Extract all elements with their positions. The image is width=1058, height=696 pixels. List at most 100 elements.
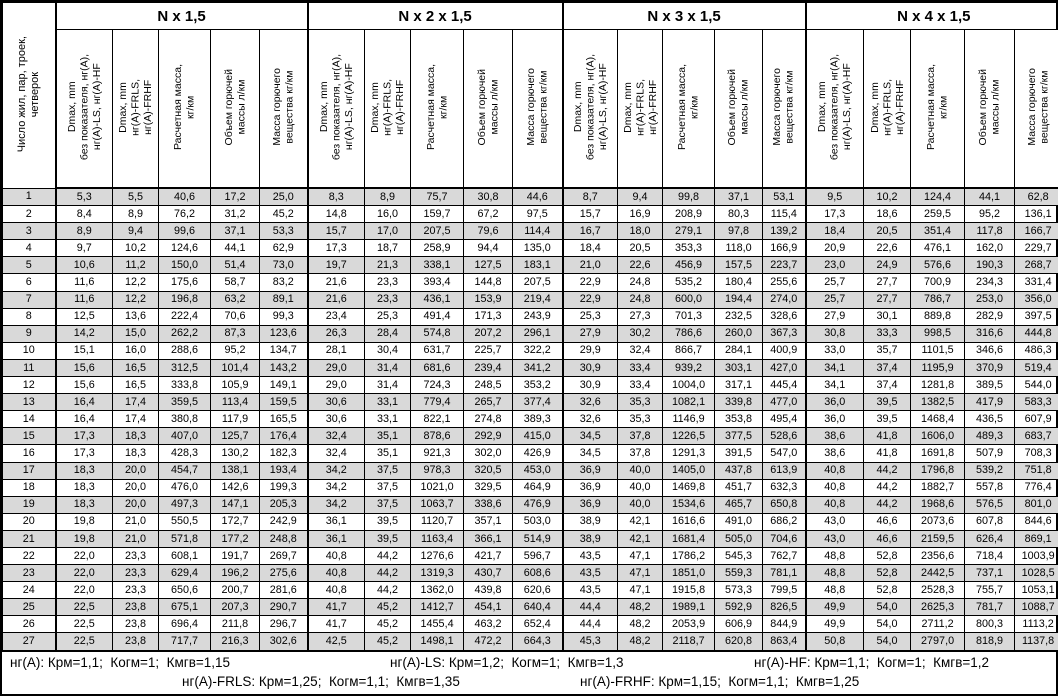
row-number: 24 <box>2 581 56 600</box>
cell: 32,6 <box>561 410 619 429</box>
cell: 27,7 <box>863 273 912 292</box>
cell: 27,9 <box>804 307 865 326</box>
cell: 284,1 <box>714 341 764 360</box>
cell: 255,6 <box>762 273 807 292</box>
cell: 40,8 <box>306 564 366 583</box>
cell: 545,3 <box>714 546 764 566</box>
cell: 35,3 <box>617 410 664 429</box>
cell: 550,5 <box>158 512 211 531</box>
cell: 1088,7 <box>1014 598 1058 617</box>
cell: 25,7 <box>804 290 865 309</box>
cell: 37,5 <box>364 495 412 514</box>
column-header-combustible-volume: Объем горючей массы л/км <box>463 29 514 189</box>
cell: 29,0 <box>306 358 366 378</box>
cell: 2053,9 <box>662 615 716 634</box>
cell: 316,6 <box>964 324 1016 343</box>
cell: 866,7 <box>662 341 716 360</box>
column-header-dmax-fr: Dmax, mm нг(А)-FRLS, нг(А)-FRHF <box>112 29 159 189</box>
cell: 117,8 <box>964 222 1016 241</box>
row-axis-label: Число жил, пар, троек, четверок <box>15 35 41 152</box>
cell: 33,4 <box>617 358 664 378</box>
row-number: 10 <box>2 341 56 360</box>
group-header-nx3x1-5: N x 3 x 1,5 <box>561 2 807 30</box>
cell: 14,2 <box>54 324 113 343</box>
cell: 978,3 <box>410 461 465 480</box>
cell: 755,7 <box>964 581 1016 600</box>
cell: 29,0 <box>306 376 366 395</box>
cell: 40,0 <box>617 495 664 514</box>
cell: 1226,5 <box>662 427 716 446</box>
cell: 1469,8 <box>662 478 716 497</box>
cell: 47,1 <box>617 564 664 583</box>
table-row: 12 15,6 16,5 333,8 105,9 149,1 29,0 31,4 724,3 24… <box>2 376 1058 395</box>
cell: 21,6 <box>306 273 366 292</box>
cell: 2625,3 <box>910 598 966 617</box>
cell: 16,7 <box>561 222 619 241</box>
coefficients-footnote: нг(А): Крм=1,1; Когм=1; Кмгв=1,15 нг(А)-… <box>2 650 1056 694</box>
table-row: 1 5,3 5,5 40,6 17,2 25,0 8,3 8,9 75,7 30,8 44,6 8,7… <box>2 187 1058 207</box>
table-row: 24 22,0 23,3 650,6 200,7 281,6 40,8 44,2 1362,0 4… <box>2 581 1058 600</box>
cell: 44,1 <box>210 239 260 258</box>
cell: 172,7 <box>210 512 260 531</box>
cell: 472,2 <box>463 632 514 651</box>
column-header-dmax-fr: Dmax, mm нг(А)-FRLS, нг(А)-FRHF <box>863 29 912 189</box>
cell: 751,8 <box>1014 461 1058 480</box>
table-row: 7 11,6 12,2 196,8 63,2 89,1 21,6 23,3 436,1 153,9… <box>2 290 1058 309</box>
cell: 219,4 <box>512 290 564 309</box>
cell: 367,3 <box>762 324 807 343</box>
cell: 15,1 <box>54 341 113 360</box>
cell: 16,0 <box>364 205 412 224</box>
row-number: 21 <box>2 529 56 548</box>
cell: 317,1 <box>714 376 764 395</box>
cell: 38,9 <box>561 529 619 548</box>
cell: 296,7 <box>258 615 309 634</box>
cell: 20,0 <box>112 495 159 514</box>
cell: 24,9 <box>863 256 912 275</box>
cell: 608,6 <box>512 564 564 583</box>
cell: 421,7 <box>463 546 514 566</box>
cell: 94,4 <box>463 239 514 258</box>
cell: 16,5 <box>112 376 159 395</box>
cell: 225,7 <box>463 341 514 360</box>
cell: 1137,8 <box>1014 632 1058 651</box>
cell: 576,6 <box>910 256 966 275</box>
cell: 701,3 <box>662 307 716 326</box>
cell: 143,2 <box>258 358 309 378</box>
cell: 208,9 <box>662 205 716 224</box>
cell: 30,9 <box>561 358 619 378</box>
cell: 153,9 <box>463 290 514 309</box>
cell: 22,9 <box>561 273 619 292</box>
note-ng-a-hf: нг(А)-HF: Крм=1,1; Когм=1; Кмгв=1,2 <box>754 654 990 670</box>
cell: 18,3 <box>54 495 113 514</box>
cell: 17,3 <box>306 239 366 258</box>
cell: 489,3 <box>964 427 1016 446</box>
cell: 114,4 <box>512 222 564 241</box>
cell: 436,1 <box>410 290 465 309</box>
cell: 105,9 <box>210 376 260 395</box>
column-header-combustible-mass: Масса горючего вещества кг/км <box>258 29 309 189</box>
cell: 1028,5 <box>1014 564 1058 583</box>
table-row: 18 18,3 20,0 476,0 142,6 199,3 34,2 37,5 1021,0 3… <box>2 478 1058 497</box>
cell: 190,3 <box>964 256 1016 275</box>
cell: 223,7 <box>762 256 807 275</box>
cell: 11,2 <box>112 256 159 275</box>
cell: 37,5 <box>364 478 412 497</box>
cell: 9,4 <box>617 187 664 207</box>
cell: 30,8 <box>804 324 865 343</box>
group-header-nx2x1-5: N x 2 x 1,5 <box>306 2 564 30</box>
cell: 290,7 <box>258 598 309 617</box>
cell: 2528,3 <box>910 581 966 600</box>
table-row: 13 16,4 17,4 359,5 113,4 159,5 30,6 33,1 779,4 26… <box>2 393 1058 412</box>
cell: 33,1 <box>364 410 412 429</box>
cell: 1053,1 <box>1014 581 1058 600</box>
cell: 8,9 <box>364 187 412 207</box>
column-header-combustible-mass: Масса горючего вещества кг/км <box>1014 29 1058 189</box>
cell: 25,3 <box>561 307 619 326</box>
cell: 921,3 <box>410 444 465 463</box>
row-number: 20 <box>2 512 56 531</box>
cell: 312,5 <box>158 358 211 378</box>
cell: 20,0 <box>112 461 159 480</box>
cell: 22,9 <box>561 290 619 309</box>
cell: 162,0 <box>964 239 1016 258</box>
cell: 34,2 <box>306 461 366 480</box>
